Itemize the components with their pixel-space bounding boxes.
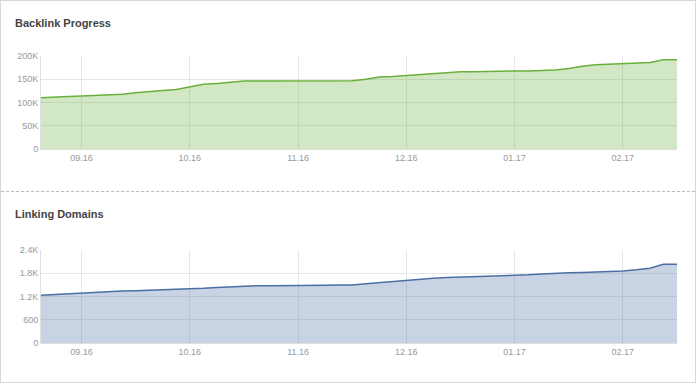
svg-text:01.17: 01.17 <box>503 347 526 357</box>
svg-text:50K: 50K <box>22 121 38 131</box>
svg-text:100K: 100K <box>17 98 38 108</box>
svg-text:Backlink Progress: Backlink Progress <box>15 17 111 29</box>
svg-text:2.4K: 2.4K <box>20 245 39 255</box>
svg-text:02.17: 02.17 <box>612 347 635 357</box>
svg-text:01.17: 01.17 <box>503 153 526 163</box>
svg-text:0: 0 <box>33 338 38 348</box>
svg-text:1.2K: 1.2K <box>20 292 39 302</box>
svg-text:200K: 200K <box>17 51 38 61</box>
svg-text:1.8K: 1.8K <box>20 268 39 278</box>
svg-text:600: 600 <box>23 315 38 325</box>
svg-text:11.16: 11.16 <box>287 153 309 163</box>
svg-text:12.16: 12.16 <box>395 347 418 357</box>
svg-text:10.16: 10.16 <box>179 153 202 163</box>
svg-text:10.16: 10.16 <box>179 347 202 357</box>
svg-text:Linking Domains: Linking Domains <box>15 208 104 220</box>
svg-text:09.16: 09.16 <box>70 153 93 163</box>
svg-text:0: 0 <box>33 144 38 154</box>
svg-text:12.16: 12.16 <box>395 153 418 163</box>
svg-text:02.17: 02.17 <box>612 153 635 163</box>
svg-text:09.16: 09.16 <box>70 347 93 357</box>
svg-text:150K: 150K <box>17 74 38 84</box>
svg-text:11.16: 11.16 <box>287 347 309 357</box>
